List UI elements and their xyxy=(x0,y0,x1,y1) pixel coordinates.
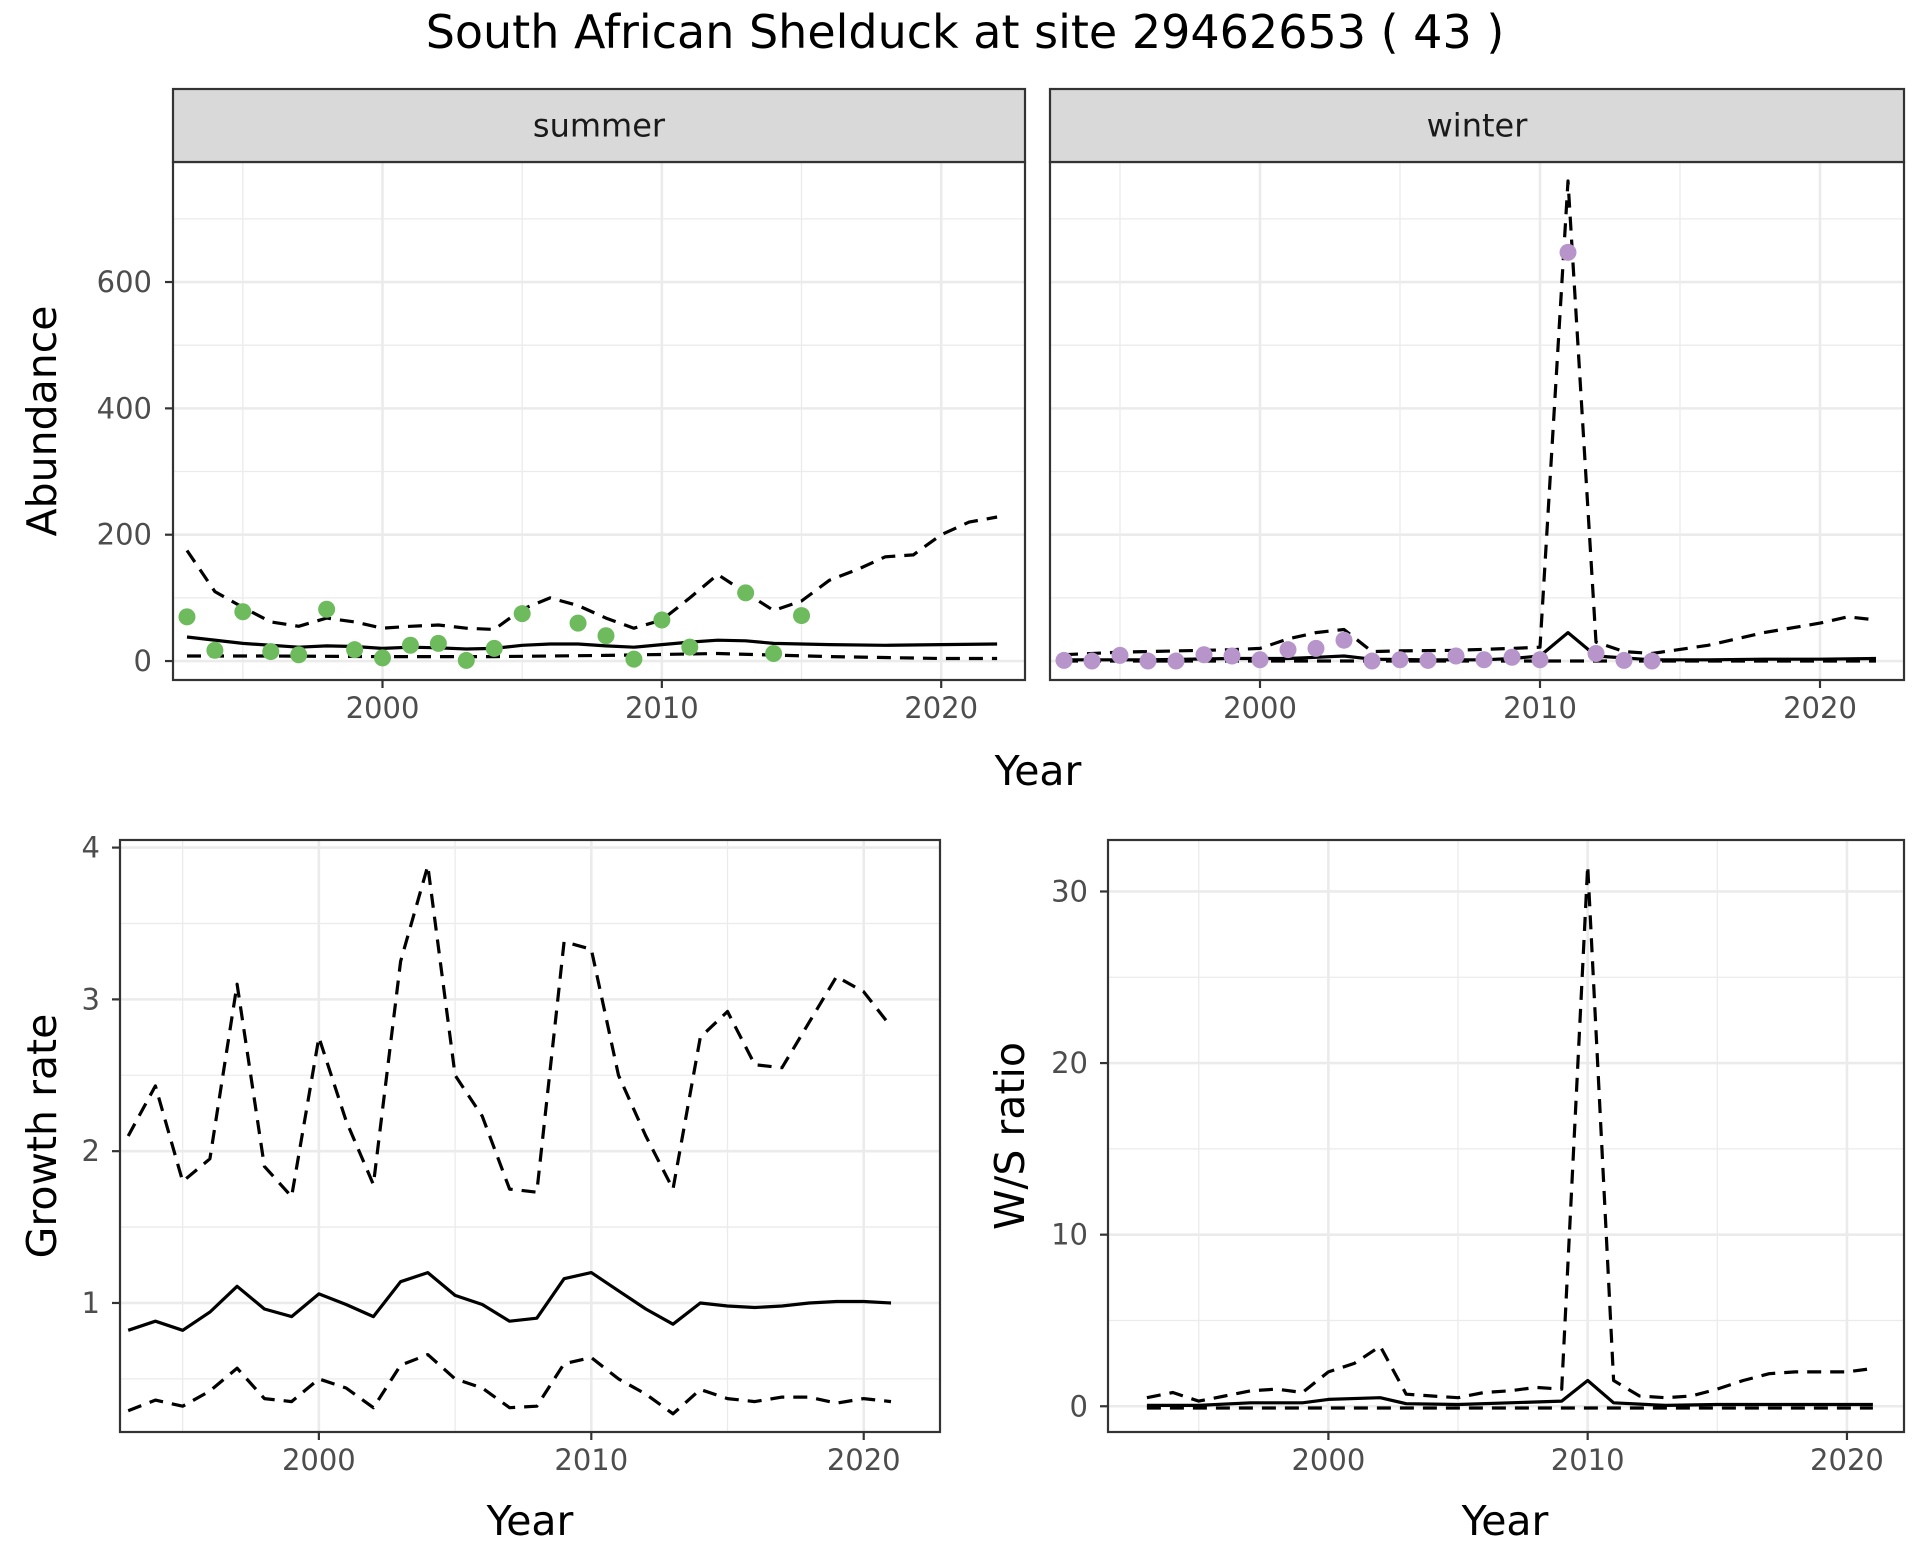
x-tick-label: 2020 xyxy=(1783,691,1857,725)
x-tick-label: 2000 xyxy=(282,1443,356,1477)
data-point xyxy=(737,584,755,602)
data-point xyxy=(1363,652,1381,670)
data-point xyxy=(374,649,392,667)
data-point xyxy=(1335,631,1353,649)
chart-panel-1: summer 2000 2010 2020 0 200 400 600 Abundance xyxy=(18,87,1027,725)
x-tick-label: 2020 xyxy=(904,691,978,725)
data-point xyxy=(234,603,252,621)
panel-border xyxy=(1106,838,1906,1434)
x-axis-title: Year xyxy=(1461,1497,1549,1545)
data-point xyxy=(1531,651,1549,669)
x-axis-title: Year xyxy=(486,1497,574,1545)
data-point xyxy=(1559,243,1577,261)
y-tick-label: 10 xyxy=(1051,1218,1088,1252)
panel-background xyxy=(1108,840,1904,1432)
data-point xyxy=(1307,639,1325,657)
data-point xyxy=(793,607,811,625)
data-point xyxy=(1279,641,1297,659)
data-point xyxy=(1195,646,1213,664)
data-point xyxy=(178,608,196,626)
x-tick-label: 2000 xyxy=(346,691,420,725)
series-line-dashed-2 xyxy=(1146,864,1874,1403)
data-point xyxy=(765,644,783,662)
data-point xyxy=(429,634,447,652)
y-tick-label: 20 xyxy=(1051,1046,1088,1080)
data-point xyxy=(1419,651,1437,669)
chart-title: South African Shelduck at site 29462653 … xyxy=(426,5,1505,59)
data-point xyxy=(1643,652,1661,670)
x-tick-label: 2000 xyxy=(1291,1443,1365,1477)
x-axis-title-shared: Year xyxy=(994,747,1082,795)
series-line-solid-1 xyxy=(1146,1378,1873,1408)
data-point xyxy=(1447,647,1465,665)
data-point xyxy=(1083,652,1101,670)
x-tick-label: 2010 xyxy=(1551,1443,1625,1477)
x-tick-label: 2010 xyxy=(554,1443,628,1477)
series-line-dashed-2 xyxy=(126,864,893,1199)
y-tick-label: 0 xyxy=(1070,1389,1088,1423)
data-point xyxy=(485,639,503,657)
data-point xyxy=(597,627,615,645)
series-line-dashed-3 xyxy=(127,1352,892,1416)
panel-background xyxy=(173,162,1025,680)
x-tick-label: 2010 xyxy=(1503,691,1577,725)
y-axis-title: Abundance xyxy=(18,306,66,537)
y-tick-label: 200 xyxy=(97,518,152,552)
data-point xyxy=(457,651,475,669)
series-line-dashed-2 xyxy=(185,515,998,632)
data-point xyxy=(1139,652,1157,670)
data-point xyxy=(346,641,364,659)
data-point xyxy=(290,646,308,664)
y-axis-title: Growth rate xyxy=(18,1014,66,1259)
y-tick-label: 30 xyxy=(1051,874,1088,908)
data-point xyxy=(1587,644,1605,662)
y-tick-label: 2 xyxy=(82,1134,100,1168)
y-axis-title: W/S ratio xyxy=(986,1042,1034,1230)
data-point xyxy=(1111,646,1129,664)
data-point xyxy=(1055,651,1073,669)
facet-strip xyxy=(1048,87,1906,164)
data-point xyxy=(681,638,699,656)
series-line-solid-1 xyxy=(127,1270,892,1332)
x-tick-label: 2010 xyxy=(625,691,699,725)
panel-border xyxy=(118,838,942,1434)
x-tick-label: 2020 xyxy=(827,1443,901,1477)
data-point xyxy=(1223,647,1241,665)
data-point xyxy=(1503,648,1521,666)
chart-panel-4: 2000 2010 2020 0 10 20 30 W/S ratio Year xyxy=(986,838,1906,1545)
y-tick-label: 1 xyxy=(82,1286,100,1320)
data-point xyxy=(318,600,336,618)
data-point xyxy=(1167,652,1185,670)
data-point xyxy=(401,636,419,654)
panel-background xyxy=(1050,162,1904,680)
facet-strip xyxy=(171,87,1027,164)
y-tick-label: 0 xyxy=(134,644,152,678)
y-tick-label: 400 xyxy=(97,391,152,425)
y-tick-label: 600 xyxy=(97,265,152,299)
facet-label-summer: summer xyxy=(533,107,666,145)
y-tick-label: 4 xyxy=(82,831,100,865)
x-tick-label: 2000 xyxy=(1223,691,1297,725)
data-point xyxy=(1615,651,1633,669)
data-point xyxy=(206,641,224,659)
data-point xyxy=(262,643,280,661)
data-point xyxy=(569,614,587,632)
data-point xyxy=(1251,651,1269,669)
data-point xyxy=(1391,651,1409,669)
chart-panel-3: 2000 2010 2020 1 2 3 4 Growth rate Year xyxy=(18,831,942,1545)
series-line-dashed-3 xyxy=(187,651,998,661)
x-tick-label: 2020 xyxy=(1810,1443,1884,1477)
data-point xyxy=(653,611,671,629)
panel-background xyxy=(120,840,940,1432)
data-point xyxy=(1475,651,1493,669)
facet-label-winter: winter xyxy=(1427,107,1529,145)
y-tick-label: 3 xyxy=(82,982,100,1016)
chart-panel-2: winter 2000 2010 2020 xyxy=(1048,87,1906,725)
data-point xyxy=(513,605,531,623)
data-point xyxy=(625,650,643,668)
